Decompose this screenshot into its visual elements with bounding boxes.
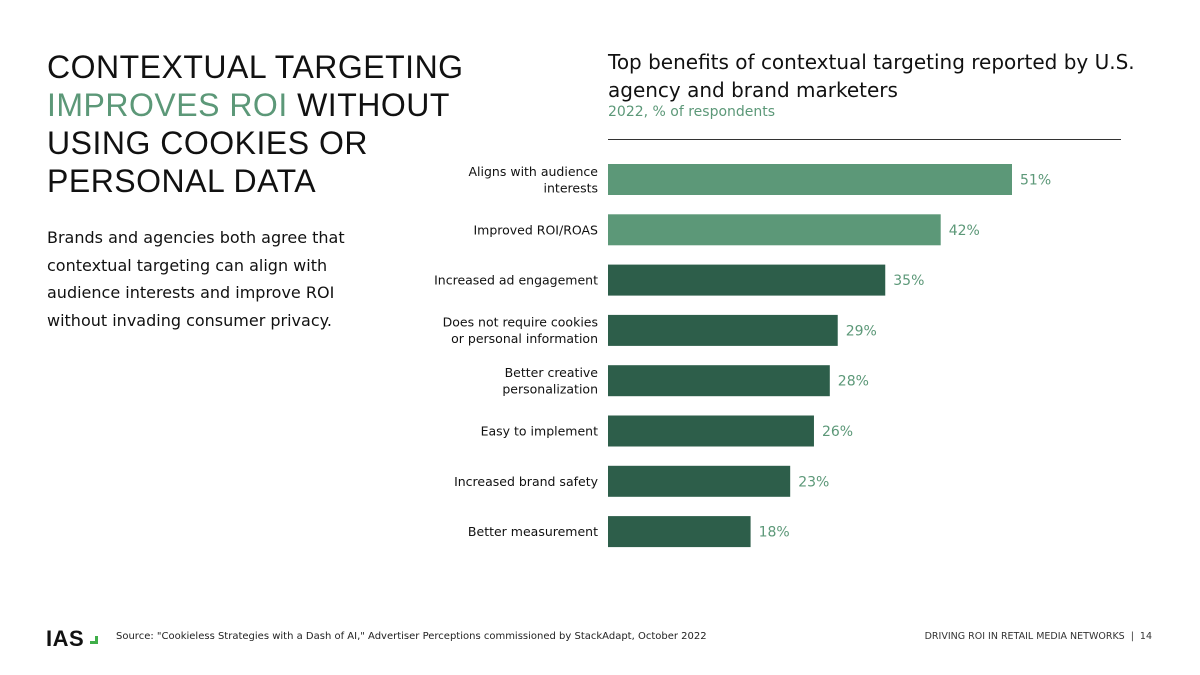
headline-part-1: CONTEXTUAL TARGETING [47,49,464,85]
category-label-3: Increased ad engagement [434,273,598,288]
category-label-2: Improved ROI/ROAS [473,222,598,237]
bar-7 [608,465,791,497]
bar-value-label-7: 23% [798,474,829,490]
category-label-7: Increased brand safety [454,474,599,489]
bar-value-label-8: 18% [759,525,790,541]
bar-value-label-3: 35% [893,273,924,289]
logo-corner-mark [90,636,98,644]
bar-value-label-5: 28% [838,374,869,390]
chart-subtitle: 2022, % of respondents [608,104,776,120]
page-headline: CONTEXTUAL TARGETING IMPROVES ROI WITHOU… [47,48,467,200]
headline-accent: IMPROVES ROI [47,87,288,123]
chart-title-rule [608,139,1121,140]
chart-title: Top benefits of contextual targeting rep… [608,50,1135,102]
bar-2 [608,214,941,246]
category-label-8: Better measurement [468,524,598,539]
footer-separator: | [1130,631,1134,642]
bar-value-label-6: 26% [822,424,853,440]
category-label-4: Does not require cookies or personal info… [443,315,598,347]
bar-3 [608,264,886,296]
bar-5 [608,365,830,397]
ias-logo: IAS [46,626,85,651]
footer-title: DRIVING ROI IN RETAIL MEDIA NETWORKS [924,631,1125,642]
bar-8 [608,516,751,548]
footer-title-area: DRIVING ROI IN RETAIL MEDIA NETWORKS | 14 [925,631,1152,642]
bar-6 [608,415,814,447]
bar-1 [608,164,1012,195]
intro-text: Brands and agencies both agree that cont… [47,228,345,330]
bar-value-label-1: 51% [1020,173,1051,189]
headline-part-2: WITHOUT USING COOKIES OR PERSONAL DATA [47,87,450,199]
source-note: Source: "Cookieless Strategies with a Da… [116,631,707,642]
bar-value-label-4: 29% [846,323,877,339]
page-number: 14 [1139,631,1152,642]
category-label-6: Easy to implement [481,424,599,439]
bar-4 [608,314,838,346]
category-label-5: Better creative personalization [502,365,598,397]
category-label-1: Aligns with audience interests [469,164,599,196]
bar-value-label-2: 42% [949,223,980,239]
